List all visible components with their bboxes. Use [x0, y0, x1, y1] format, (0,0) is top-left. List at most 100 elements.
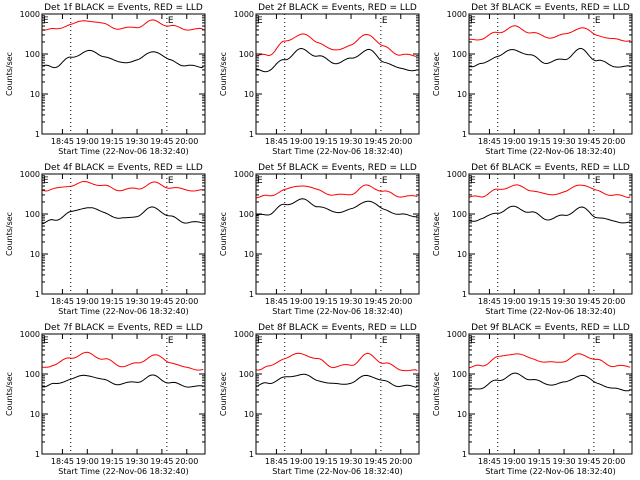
- x-tick-label: 18:45: [478, 457, 501, 466]
- x-tick-label: 19:45: [577, 137, 600, 146]
- x-axis-label: Start Time (22-Nov-06 18:32:40): [272, 147, 402, 156]
- x-axis-label: Start Time (22-Nov-06 18:32:40): [58, 307, 188, 316]
- event-marker: E: [168, 16, 174, 26]
- y-tick-label: 1000: [20, 170, 40, 179]
- x-tick-label: 19:00: [76, 137, 99, 146]
- y-tick-label: 1000: [447, 330, 467, 339]
- y-tick-label: 100: [239, 210, 254, 219]
- x-tick-label: 19:30: [340, 457, 363, 466]
- x-axis-label: Start Time (22-Nov-06 18:32:40): [272, 307, 402, 316]
- chart-title: Det 4f BLACK = Events, RED = LLD: [44, 163, 203, 173]
- y-tick-label: 100: [25, 50, 40, 59]
- x-tick-label: 19:00: [290, 457, 313, 466]
- detector-chart-1: Det 1f BLACK = Events, RED = LLD Counts/s…: [5, 3, 206, 156]
- series-line-lld: [42, 351, 204, 371]
- event-marker: E: [595, 336, 601, 346]
- y-axis-label: Counts/sec: [5, 52, 14, 96]
- x-tick-label: 18:45: [478, 137, 501, 146]
- x-tick-label: 20:00: [602, 137, 625, 146]
- x-tick-label: 20:00: [389, 457, 412, 466]
- y-tick-label: 100: [452, 50, 467, 59]
- series-line-lld: [468, 25, 631, 42]
- event-marker: E: [168, 336, 174, 346]
- y-tick-label: 1: [249, 450, 254, 459]
- event-marker: E: [43, 16, 49, 26]
- x-tick-label: 19:30: [126, 297, 149, 306]
- y-tick-label: 1000: [20, 10, 40, 19]
- plot-frame: [468, 333, 633, 455]
- series-line-events: [468, 372, 631, 392]
- y-tick-label: 1: [462, 290, 467, 299]
- y-tick-label: 10: [244, 410, 254, 419]
- x-tick-label: 20:00: [175, 137, 198, 146]
- y-axis-label: Counts/sec: [432, 52, 441, 96]
- series-line-lld: [468, 353, 631, 369]
- x-tick-label: 18:45: [478, 297, 501, 306]
- y-tick-label: 100: [452, 370, 467, 379]
- y-tick-label: 100: [25, 370, 40, 379]
- x-tick-label: 19:00: [290, 137, 313, 146]
- x-axis-label: Start Time (22-Nov-06 18:32:40): [485, 467, 615, 476]
- y-axis-label: Counts/sec: [219, 372, 228, 416]
- chart-title: Det 6f BLACK = Events, RED = LLD: [471, 163, 630, 173]
- series-line-events: [255, 198, 418, 218]
- y-tick-label: 1000: [234, 170, 254, 179]
- y-tick-label: 1: [249, 290, 254, 299]
- series-line-lld: [468, 184, 631, 199]
- x-tick-label: 19:30: [340, 297, 363, 306]
- detector-chart-9: Det 9f BLACK = Events, RED = LLD Counts/s…: [432, 323, 633, 476]
- x-axis-label: Start Time (22-Nov-06 18:32:40): [58, 147, 188, 156]
- y-tick-label: 100: [239, 50, 254, 59]
- y-tick-label: 1000: [234, 10, 254, 19]
- chart-title: Det 2f BLACK = Events, RED = LLD: [258, 3, 417, 13]
- y-axis-label: Counts/sec: [5, 372, 14, 416]
- y-axis-label: Counts/sec: [219, 52, 228, 96]
- plot-frame: [41, 173, 206, 295]
- y-tick-label: 10: [244, 90, 254, 99]
- x-tick-label: 18:45: [265, 137, 288, 146]
- detector-chart-3: Det 3f BLACK = Events, RED = LLD Counts/s…: [432, 3, 633, 156]
- x-axis-label: Start Time (22-Nov-06 18:32:40): [58, 467, 188, 476]
- series-line-events: [255, 47, 418, 73]
- event-marker: E: [470, 336, 476, 346]
- plot-frame: [255, 173, 420, 295]
- x-tick-label: 19:30: [553, 137, 576, 146]
- event-marker: E: [43, 336, 49, 346]
- x-tick-label: 18:45: [265, 297, 288, 306]
- x-tick-label: 19:00: [503, 297, 526, 306]
- y-tick-label: 10: [457, 250, 467, 259]
- x-tick-label: 18:45: [51, 297, 74, 306]
- event-marker: E: [43, 176, 49, 186]
- plot-frame: [41, 13, 206, 135]
- x-tick-label: 19:45: [150, 457, 173, 466]
- x-tick-label: 19:30: [553, 297, 576, 306]
- x-tick-label: 19:45: [364, 137, 387, 146]
- series-line-lld: [41, 180, 204, 192]
- x-tick-label: 19:30: [126, 137, 149, 146]
- x-tick-label: 20:00: [389, 297, 412, 306]
- x-tick-label: 20:00: [389, 137, 412, 146]
- plot-frame: [255, 333, 420, 455]
- x-tick-label: 19:15: [101, 137, 124, 146]
- event-marker: E: [382, 176, 388, 186]
- y-axis-label: Counts/sec: [219, 212, 228, 256]
- x-tick-label: 19:00: [76, 457, 99, 466]
- chart-title: Det 9f BLACK = Events, RED = LLD: [471, 323, 630, 333]
- event-marker: E: [470, 16, 476, 26]
- series-line-events: [41, 49, 204, 69]
- event-marker: E: [257, 336, 263, 346]
- series-line-lld: [255, 352, 418, 372]
- x-tick-label: 20:00: [175, 457, 198, 466]
- x-tick-label: 19:30: [553, 457, 576, 466]
- x-tick-label: 18:45: [51, 457, 74, 466]
- x-tick-label: 19:00: [503, 137, 526, 146]
- x-tick-label: 19:15: [315, 457, 338, 466]
- y-tick-label: 1000: [20, 330, 40, 339]
- y-tick-label: 10: [30, 250, 40, 259]
- x-tick-label: 19:00: [76, 297, 99, 306]
- x-tick-label: 19:15: [101, 297, 124, 306]
- series-line-lld: [256, 184, 418, 199]
- x-axis-label: Start Time (22-Nov-06 18:32:40): [485, 147, 615, 156]
- x-tick-label: 19:15: [101, 457, 124, 466]
